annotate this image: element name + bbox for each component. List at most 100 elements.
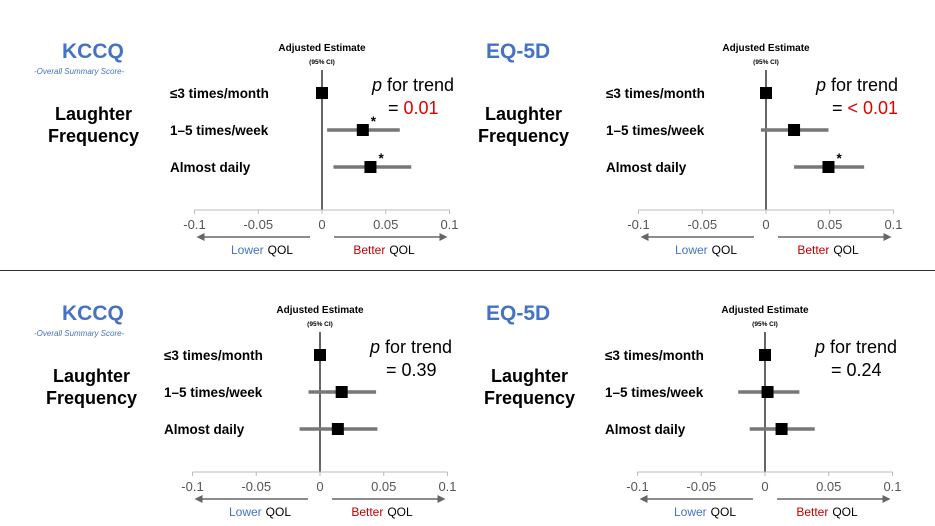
x-tick-label: 0.1	[884, 217, 902, 232]
forest-plot-svg: Adjusted Estimate (95% CI) -0.1 -0.05 0 0.05 0…	[164, 305, 457, 519]
better-qol-label: Better QOL	[353, 243, 415, 257]
row-label: Laughter Frequency	[48, 103, 139, 147]
header-sublabel: (95% CI)	[309, 59, 335, 66]
p-trend-text: for trend	[382, 75, 454, 95]
estimate-point	[314, 349, 326, 361]
p-trend-value: 0.24	[847, 360, 882, 380]
x-tick-label: 0.05	[816, 479, 841, 494]
x-tick-label: 0.05	[817, 217, 842, 232]
category-label: Almost daily	[164, 422, 245, 437]
x-tick-label: -0.1	[626, 479, 648, 494]
significance-asterisk: *	[371, 114, 377, 129]
qol-word: QOL	[268, 243, 294, 257]
qol-word: QOL	[389, 243, 415, 257]
better-word: Better	[797, 243, 829, 257]
forest-panel: KCCQ -Overall Summary Score- Laughter Frequ…	[0, 262, 935, 522]
qol-word: QOL	[712, 243, 738, 257]
estimate-point	[775, 423, 788, 435]
row-label-line2: Frequency	[46, 388, 138, 408]
qol-word: QOL	[833, 243, 859, 257]
category-label: 1–5 times/week	[164, 385, 263, 400]
better-arrow-head	[882, 495, 891, 503]
forest-panel: EQ-5D Laughter Frequency Adjusted Estimate(…	[0, 0, 935, 260]
row-label-line1: Laughter	[491, 366, 569, 386]
x-tick-label: 0	[318, 217, 325, 232]
category-label: Almost daily	[605, 422, 686, 437]
row-label: Laughter Frequency	[484, 365, 575, 409]
p-trend-value: 0.39	[402, 360, 437, 380]
header-label: Adjusted Estimate	[278, 43, 366, 54]
p-trend-text: for trend	[825, 337, 897, 357]
section-divider	[0, 270, 935, 271]
row-label-line2: Frequency	[484, 388, 576, 408]
lower-arrow-head	[196, 233, 205, 241]
estimate-point	[761, 386, 774, 398]
p-trend-equals: =	[831, 360, 847, 380]
lower-qol-label: Lower QOL	[231, 243, 293, 257]
row-label-line1: Laughter	[485, 104, 563, 124]
p-trend-text: for trend	[380, 337, 452, 357]
p-trend-text: for trend	[826, 75, 898, 95]
p-symbol: p	[815, 75, 826, 95]
category-label: ≤3 times/month	[170, 86, 269, 101]
x-tick-label: 0	[761, 479, 768, 494]
forest-plot-svg: Adjusted Estimate (95% CI) -0.1 -0.05 0 0.05 0…	[605, 305, 902, 519]
estimate-point	[331, 423, 344, 435]
row-label-line1: Laughter	[55, 104, 133, 124]
row-label-line2: Frequency	[478, 126, 570, 146]
category-label: Almost daily	[606, 160, 687, 175]
qol-word: QOL	[266, 505, 292, 519]
panel-title: EQ-5D	[486, 40, 551, 63]
category-label: 1–5 times/week	[170, 123, 269, 138]
significance-asterisk: *	[378, 151, 384, 166]
row-label-line1: Laughter	[53, 366, 131, 386]
panel-subtitle: -Overall Summary Score-	[34, 67, 125, 76]
estimate-point	[759, 349, 771, 361]
p-trend-equals: =	[832, 98, 848, 118]
lower-word: Lower	[675, 243, 708, 257]
lower-arrow-head	[639, 495, 648, 503]
better-qol-label: Better QOL	[796, 505, 858, 519]
p-trend-value-line: = 0.24	[831, 360, 882, 380]
better-arrow-head	[883, 233, 892, 241]
estimate-point	[364, 161, 377, 173]
estimate-point	[356, 124, 369, 136]
significance-asterisk: *	[836, 151, 842, 166]
p-trend-value-line: = < 0.01	[832, 98, 898, 118]
lower-qol-label: Lower QOL	[675, 243, 737, 257]
category-label: 1–5 times/week	[605, 385, 704, 400]
forest-panel: EQ-5D Laughter Frequency Adjusted Estimate(…	[0, 262, 935, 522]
qol-word: QOL	[387, 505, 413, 519]
panel-title: KCCQ	[62, 40, 124, 63]
x-tick-label: -0.05	[243, 217, 273, 232]
header-sublabel: (95% CI)	[752, 321, 778, 328]
header-sublabel: (95% CI)	[307, 321, 333, 328]
lower-qol-label: Lower QOL	[229, 505, 291, 519]
p-trend-value: 0.01	[404, 98, 439, 118]
lower-word: Lower	[674, 505, 707, 519]
header-label: Adjusted Estimate	[722, 43, 810, 54]
better-qol-label: Better QOL	[797, 243, 859, 257]
p-symbol: p	[814, 337, 825, 357]
x-tick-label: 0	[762, 217, 769, 232]
x-tick-label: -0.05	[687, 217, 717, 232]
panel-title: KCCQ	[62, 302, 124, 325]
x-tick-label: 0.05	[373, 217, 398, 232]
header-sublabel: (95% CI)	[753, 59, 779, 66]
estimate-point	[335, 386, 348, 398]
row-label: Laughter Frequency	[46, 365, 137, 409]
x-tick-label: 0.1	[883, 479, 901, 494]
p-trend-label: p for trend	[815, 75, 898, 95]
estimate-point	[316, 87, 328, 99]
p-symbol: p	[371, 75, 382, 95]
lower-arrow-head	[194, 495, 203, 503]
estimate-point	[822, 161, 835, 173]
better-arrow-head	[437, 495, 446, 503]
p-trend-value-line: = 0.01	[388, 98, 439, 118]
forest-panel: KCCQ -Overall Summary Score- Laughter Frequ…	[0, 0, 935, 260]
header-label: Adjusted Estimate	[276, 305, 364, 316]
row-label-line2: Frequency	[48, 126, 140, 146]
category-label: ≤3 times/month	[606, 86, 705, 101]
p-trend-equals: =	[386, 360, 402, 380]
p-symbol: p	[369, 337, 380, 357]
